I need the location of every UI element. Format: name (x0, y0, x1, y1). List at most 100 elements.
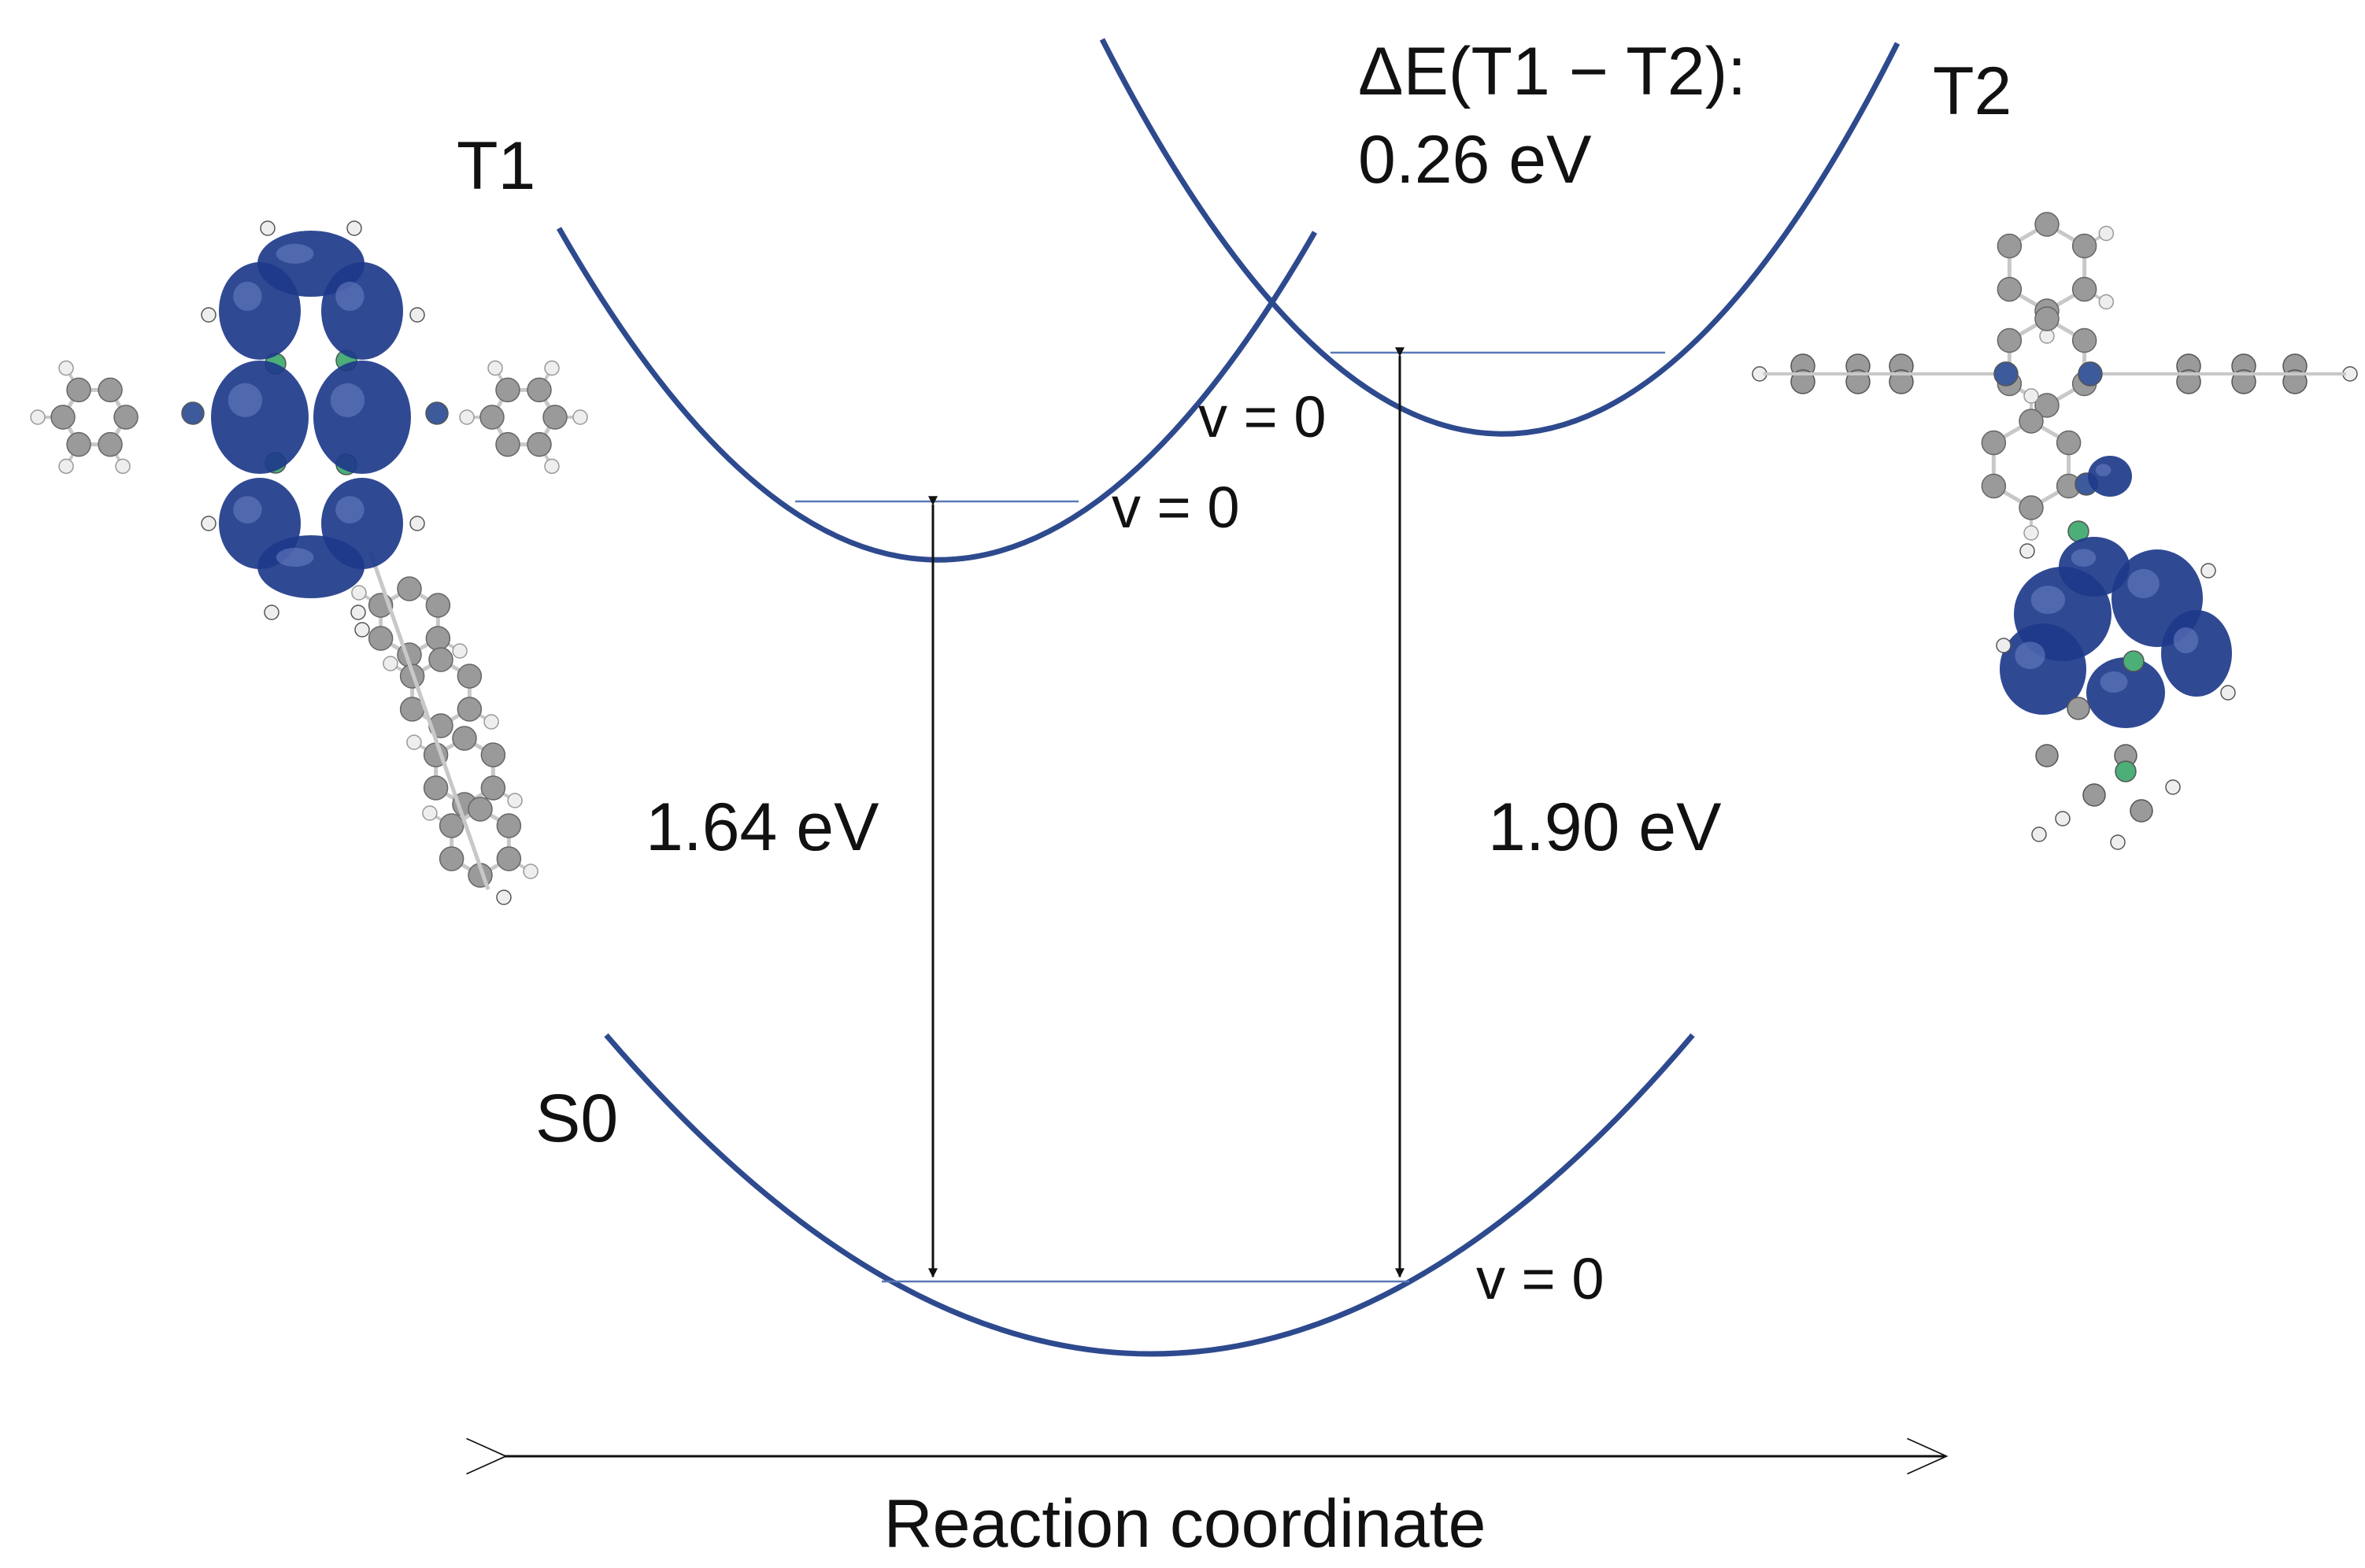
hydrogen-atom (2055, 811, 2071, 827)
hydrogen-atom (115, 458, 131, 475)
carbon-atom (2034, 393, 2060, 418)
hydrogen-atom (30, 409, 46, 425)
lobe-highlight (2100, 671, 2128, 693)
lobe-highlight (276, 243, 314, 264)
lobe-highlight (2095, 464, 2111, 476)
carbon-atom (527, 431, 552, 457)
t1-s0-energy-label: 1.64 eV (646, 790, 879, 865)
carbon-atom (113, 405, 139, 430)
hydrogen-atom (351, 585, 367, 601)
boron-atom (2123, 650, 2145, 672)
hydrogen-atom (2031, 827, 2047, 842)
hydrogen-atom (422, 805, 438, 821)
hydrogen-atom (507, 793, 523, 808)
lobe-highlight (2173, 627, 2199, 653)
hydrogen-atom (496, 889, 512, 905)
spin-density-lobe (257, 535, 365, 598)
carbon-atom (397, 576, 422, 601)
t2-molecule-image (1752, 212, 2358, 850)
hydrogen-atom (2019, 543, 2035, 559)
hydrogen-atom (58, 360, 74, 376)
carbon-atom (50, 405, 76, 430)
carbon-atom (428, 647, 453, 672)
carbon-atom (2071, 276, 2097, 302)
hydrogen-atom (2110, 834, 2126, 850)
carbon-atom (1981, 430, 2007, 456)
spin-density-lobe (2059, 537, 2130, 597)
carbon-atom (425, 626, 451, 651)
delta-e-label: ΔE(T1 − T2): (1358, 34, 1746, 109)
carbon-atom (2130, 799, 2153, 823)
lobe-highlight (335, 281, 365, 311)
carbon-atom (2071, 327, 2097, 353)
lobe-highlight (2071, 549, 2097, 567)
spin-density-lobe (219, 262, 301, 360)
carbon-atom (2019, 409, 2044, 434)
hydrogen-atom (201, 307, 217, 323)
hydrogen-atom (350, 605, 366, 620)
spin-density-lobe (2161, 610, 2232, 697)
nitrogen-atom (2078, 361, 2103, 386)
carbon-atom (452, 726, 477, 751)
t2-curve (1099, 38, 1901, 437)
carbon-atom (66, 377, 91, 403)
spin-density-lobe (211, 361, 309, 474)
hydrogen-atom (2220, 685, 2236, 701)
s0-state-label: S0 (535, 1081, 618, 1156)
lobe-highlight (330, 383, 365, 417)
carbon-atom (1790, 369, 1815, 394)
carbon-atom (423, 775, 449, 801)
hydrogen-atom (264, 605, 279, 620)
boron-atom (2115, 760, 2137, 782)
carbon-atom (98, 431, 123, 457)
carbon-atom (425, 593, 451, 618)
lobe-highlight (233, 281, 262, 311)
carbon-atom (2067, 697, 2090, 720)
hydrogen-atom (409, 307, 425, 323)
carbon-atom (368, 626, 394, 651)
carbon-atom (439, 846, 464, 871)
nitrogen-atom (1993, 361, 2019, 386)
hydrogen-atom (260, 220, 276, 236)
t1-v0-label: v = 0 (1112, 475, 1240, 540)
lobe-highlight (2015, 642, 2045, 669)
bond (368, 550, 490, 890)
t2-v0-label: v = 0 (1198, 384, 1327, 449)
hydrogen-atom (459, 409, 475, 425)
carbon-atom (496, 846, 522, 871)
carbon-atom (98, 377, 123, 403)
lobe-highlight (335, 496, 365, 523)
lobe-highlight (2030, 586, 2066, 614)
carbon-atom (468, 797, 493, 822)
t1-molecule-image (30, 220, 588, 905)
hydrogen-atom (2200, 563, 2216, 579)
hydrogen-atom (544, 458, 560, 475)
spin-density-lobe (313, 361, 411, 474)
carbon-atom (480, 775, 506, 801)
hydrogen-atom (2023, 388, 2039, 404)
hydrogen-atom (523, 864, 539, 879)
carbon-atom (496, 813, 522, 838)
carbon-atom (1997, 276, 2023, 302)
carbon-atom (2035, 744, 2059, 767)
lobe-highlight (276, 548, 314, 567)
s0-curve (604, 1033, 1695, 1357)
hydrogen-atom (2165, 779, 2181, 795)
hydrogen-atom (2098, 225, 2115, 242)
carbon-atom (2034, 212, 2060, 237)
carbon-atom (2034, 306, 2060, 331)
t2-state-label: T2 (1933, 54, 2012, 129)
carbon-atom (1889, 369, 1914, 394)
lobe-highlight (2127, 568, 2160, 599)
hydrogen-atom (1996, 638, 2012, 653)
nitrogen-atom (425, 401, 449, 425)
carbon-atom (479, 405, 505, 430)
s0-v0-label: v = 0 (1476, 1246, 1604, 1311)
lobe-highlight (228, 383, 263, 417)
carbon-atom (495, 377, 520, 403)
reaction-coordinate-label: Reaction coordinate (884, 1486, 1486, 1562)
hydrogen-atom (409, 516, 425, 531)
hydrogen-atom (572, 409, 588, 425)
hydrogen-atom (201, 516, 217, 531)
